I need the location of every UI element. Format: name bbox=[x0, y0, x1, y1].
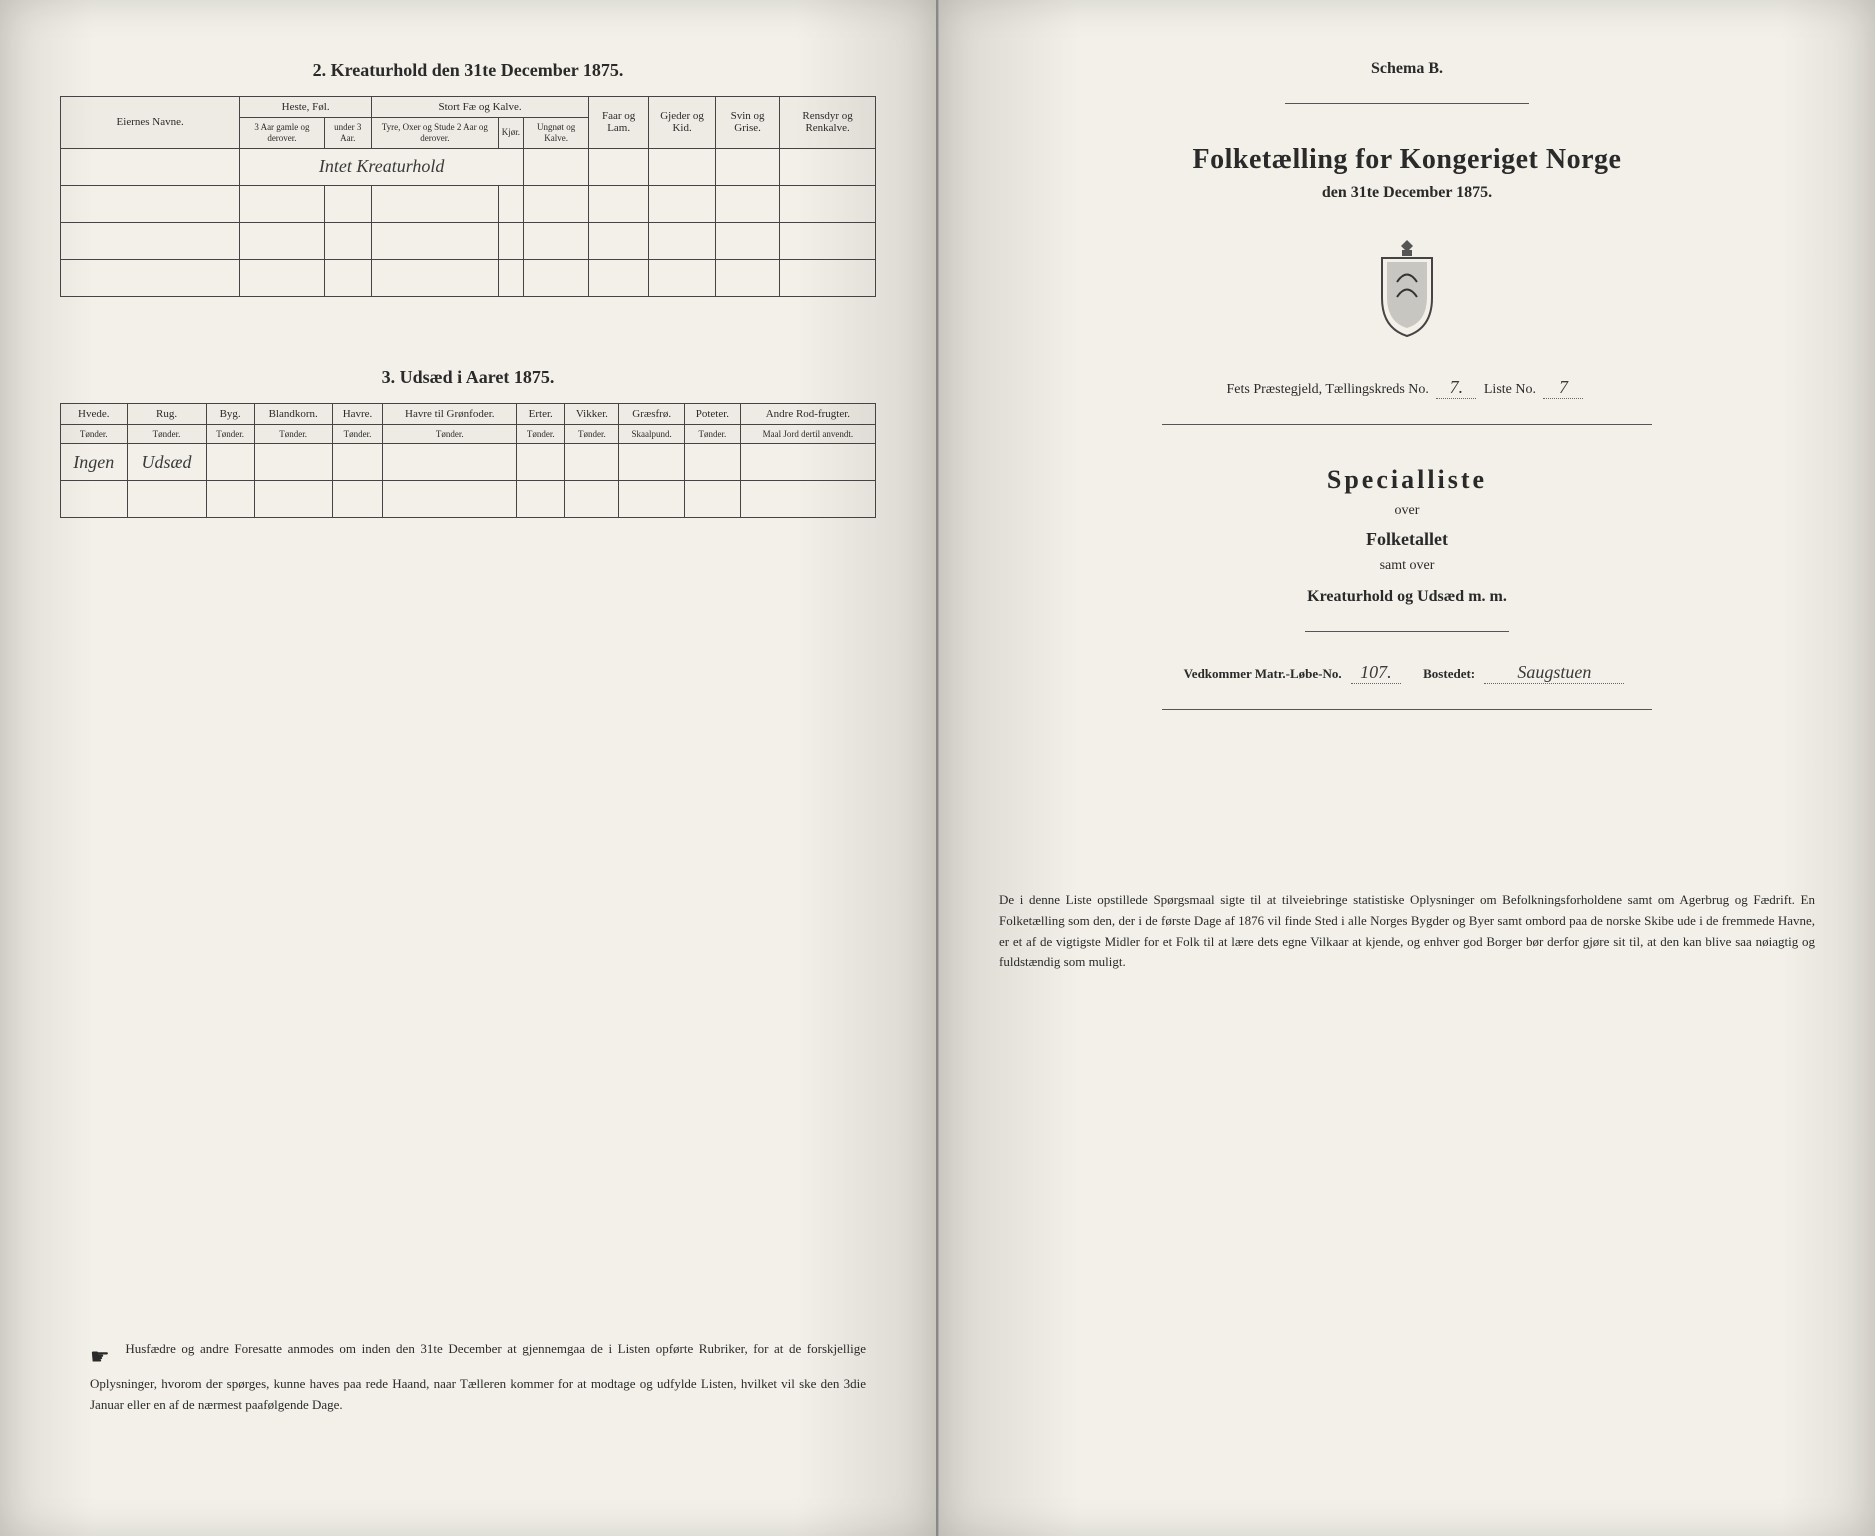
unit: Tønder. bbox=[383, 424, 517, 444]
sub-horse1: 3 Aar gamle og derover. bbox=[240, 118, 324, 149]
table-row bbox=[61, 185, 876, 222]
unit: Tønder. bbox=[206, 424, 254, 444]
col-reindeer: Rensdyr og Renkalve. bbox=[780, 97, 876, 149]
right-footer-paragraph: De i denne Liste opstillede Spørgsmaal s… bbox=[999, 890, 1815, 973]
livestock-note: Intet Kreaturhold bbox=[240, 148, 524, 185]
unit: Tønder. bbox=[254, 424, 332, 444]
seed-note-2: Udsæd bbox=[127, 444, 206, 481]
col-erter: Erter. bbox=[517, 403, 565, 424]
table-row bbox=[61, 481, 876, 518]
col-vikker: Vikker. bbox=[565, 403, 619, 424]
col-graesfro: Græsfrø. bbox=[619, 403, 685, 424]
unit: Tønder. bbox=[517, 424, 565, 444]
matr-number: 107. bbox=[1351, 662, 1401, 684]
sub-cattle1: Tyre, Oxer og Stude 2 Aar og derover. bbox=[371, 118, 498, 149]
sub-cattle2: Kjør. bbox=[498, 118, 523, 149]
divider bbox=[1305, 631, 1509, 632]
right-page: Schema B. Folketælling for Kongeriget No… bbox=[938, 0, 1875, 1536]
sub-horse2: under 3 Aar. bbox=[324, 118, 371, 149]
unit: Tønder. bbox=[127, 424, 206, 444]
col-byg: Byg. bbox=[206, 403, 254, 424]
bostedet-label: Bostedet: bbox=[1423, 666, 1475, 681]
seed-note-1: Ingen bbox=[61, 444, 128, 481]
unit-maal: Maal Jord dertil anvendt. bbox=[740, 424, 875, 444]
table-unit-row: Tønder. Tønder. Tønder. Tønder. Tønder. … bbox=[61, 424, 876, 444]
census-main-title: Folketælling for Kongeriget Norge bbox=[999, 144, 1815, 176]
district-prefix: Fets Præstegjeld, Tællingskreds No. bbox=[1227, 382, 1429, 397]
footer-body: Husfædre og andre Foresatte anmodes om i… bbox=[90, 1341, 866, 1412]
seed-table: Hvede. Rug. Byg. Blandkorn. Havre. Havre… bbox=[60, 403, 876, 519]
scanned-book-spread: 2. Kreaturhold den 31te December 1875. E… bbox=[0, 0, 1875, 1536]
unit: Tønder. bbox=[332, 424, 383, 444]
col-poteter: Poteter. bbox=[684, 403, 740, 424]
col-pigs: Svin og Grise. bbox=[715, 97, 779, 149]
folketallet-label: Folketallet bbox=[999, 529, 1815, 550]
kreaturhold-label: Kreaturhold og Udsæd m. m. bbox=[999, 588, 1815, 606]
table-row bbox=[61, 259, 876, 296]
district-line: Fets Præstegjeld, Tællingskreds No. 7. L… bbox=[999, 377, 1815, 399]
liste-number: 7 bbox=[1543, 377, 1583, 399]
bostedet-value: Saugstuen bbox=[1484, 662, 1624, 684]
census-date: den 31te December 1875. bbox=[999, 184, 1815, 202]
over-label: over bbox=[999, 503, 1815, 519]
unit-skaalpund: Skaalpund. bbox=[619, 424, 685, 444]
schema-label: Schema B. bbox=[999, 60, 1815, 78]
col-blandkorn: Blandkorn. bbox=[254, 403, 332, 424]
liste-label: Liste No. bbox=[1484, 382, 1536, 397]
col-group-horses: Heste, Føl. bbox=[240, 97, 372, 118]
col-owner: Eiernes Navne. bbox=[61, 97, 240, 149]
col-goats: Gjeder og Kid. bbox=[649, 97, 716, 149]
unit: Tønder. bbox=[684, 424, 740, 444]
left-page: 2. Kreaturhold den 31te December 1875. E… bbox=[0, 0, 938, 1536]
table-header-row: Hvede. Rug. Byg. Blandkorn. Havre. Havre… bbox=[61, 403, 876, 424]
divider bbox=[1162, 709, 1652, 710]
col-group-cattle: Stort Fæ og Kalve. bbox=[371, 97, 588, 118]
table-header-row: Eiernes Navne. Heste, Føl. Stort Fæ og K… bbox=[61, 97, 876, 118]
specialliste-heading: Specialliste bbox=[999, 465, 1815, 495]
table-row: Intet Kreaturhold bbox=[61, 148, 876, 185]
col-rug: Rug. bbox=[127, 403, 206, 424]
sub-cattle3: Ungnøt og Kalve. bbox=[524, 118, 589, 149]
table-row bbox=[61, 222, 876, 259]
unit: Tønder. bbox=[565, 424, 619, 444]
table-row: Ingen Udsæd bbox=[61, 444, 876, 481]
divider bbox=[1162, 424, 1652, 425]
samt-over-label: samt over bbox=[999, 558, 1815, 574]
col-havre: Havre. bbox=[332, 403, 383, 424]
divider bbox=[1285, 103, 1530, 104]
unit: Tønder. bbox=[61, 424, 128, 444]
col-hvede: Hvede. bbox=[61, 403, 128, 424]
col-sheep: Faar og Lam. bbox=[589, 97, 649, 149]
district-number: 7. bbox=[1436, 377, 1476, 399]
left-footer-paragraph: ☛ Husfædre og andre Foresatte anmodes om… bbox=[90, 1339, 866, 1416]
coat-of-arms-icon bbox=[999, 232, 1815, 347]
livestock-table: Eiernes Navne. Heste, Føl. Stort Fæ og K… bbox=[60, 96, 876, 297]
pointing-hand-icon: ☛ bbox=[90, 1339, 110, 1374]
section3-title: 3. Udsæd i Aaret 1875. bbox=[60, 367, 876, 388]
matr-line: Vedkommer Matr.-Løbe-No. 107. Bostedet: … bbox=[999, 662, 1815, 684]
matr-label: Vedkommer Matr.-Løbe-No. bbox=[1184, 666, 1342, 681]
col-havre-gron: Havre til Grønfoder. bbox=[383, 403, 517, 424]
col-andre: Andre Rod-frugter. bbox=[740, 403, 875, 424]
section2-title: 2. Kreaturhold den 31te December 1875. bbox=[60, 60, 876, 81]
